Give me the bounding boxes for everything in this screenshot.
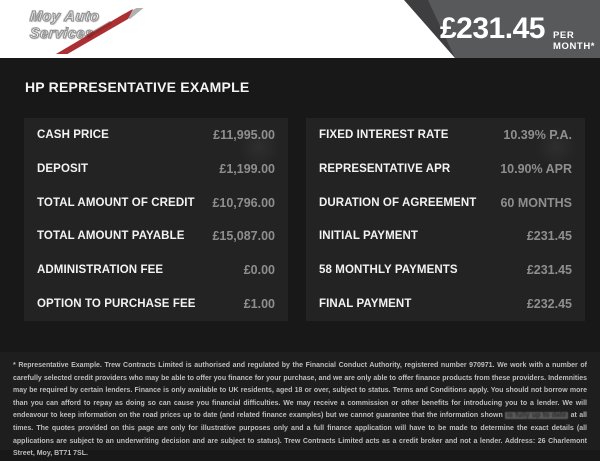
finance-row-interest-rate: FIXED INTEREST RATE 10.39% P.A. (319, 118, 572, 152)
finance-label: FIXED INTEREST RATE (319, 128, 449, 141)
finance-row-duration: DURATION OF AGREEMENT 60 MONTHS (319, 186, 572, 220)
finance-label: TOTAL AMOUNT PAYABLE (37, 230, 185, 243)
finance-value: £1.00 (243, 297, 275, 312)
finance-row-cash-price: CASH PRICE £11,995.00 (37, 118, 275, 152)
finance-row-total-payable: TOTAL AMOUNT PAYABLE £15,087.00 (37, 219, 275, 253)
finance-row-initial-payment: INITIAL PAYMENT £231.45 (319, 219, 572, 253)
legal-text-obscured: is fully up to date (505, 412, 569, 420)
finance-value: £1,199.00 (219, 161, 275, 176)
finance-value: 10.39% P.A. (503, 127, 572, 142)
finance-label: DEPOSIT (37, 162, 89, 175)
dealer-logo: Moy Auto Services (26, 8, 156, 54)
finance-label: ADMINISTRATION FEE (37, 264, 164, 277)
legal-disclaimer-text: * Representative Example. Trew Contracts… (13, 360, 587, 461)
finance-row-apr: REPRESENTATIVE APR 10.90% APR (319, 152, 572, 186)
monthly-price: £231.45 (440, 12, 545, 45)
finance-value: £232.45 (526, 297, 572, 312)
finance-row-total-credit: TOTAL AMOUNT OF CREDIT £10,796.00 (37, 186, 275, 220)
finance-label: OPTION TO PURCHASE FEE (37, 298, 196, 311)
finance-value: £11,995.00 (213, 127, 275, 142)
finance-value: £231.45 (526, 263, 572, 278)
finance-row-monthly-payments: 58 MONTHLY PAYMENTS £231.45 (319, 253, 572, 287)
finance-value: £10,796.00 (212, 195, 275, 210)
finance-label: CASH PRICE (37, 128, 109, 141)
legal-text-before: * Representative Example. Trew Contracts… (13, 362, 587, 420)
finance-panel-left: CASH PRICE £11,995.00 DEPOSIT £1,199.00 … (24, 118, 288, 321)
finance-value: £0.00 (243, 263, 275, 278)
price-banner (428, 0, 600, 58)
page-title: HP REPRESENTATIVE EXAMPLE (25, 79, 250, 95)
finance-value: 10.90% APR (500, 161, 572, 176)
finance-value: £15,087.00 (212, 229, 275, 244)
footer-legal-panel: * Representative Example. Trew Contracts… (0, 352, 600, 457)
logo-red-slash-icon (56, 8, 144, 54)
finance-label: FINAL PAYMENT (319, 298, 412, 311)
finance-row-purchase-fee: OPTION TO PURCHASE FEE £1.00 (37, 287, 275, 321)
finance-value: £231.45 (526, 229, 572, 244)
finance-label: INITIAL PAYMENT (319, 230, 419, 243)
finance-label: REPRESENTATIVE APR (319, 162, 451, 175)
header-bar: Moy Auto Services £231.45 PER MONTH* (0, 0, 600, 58)
finance-row-admin-fee: ADMINISTRATION FEE £0.00 (37, 253, 275, 287)
finance-value: 60 MONTHS (500, 195, 572, 210)
price-banner-text: £231.45 PER MONTH* (440, 0, 600, 58)
per-month-label: PER MONTH* (552, 30, 596, 52)
finance-label: DURATION OF AGREEMENT (319, 196, 477, 209)
finance-label: TOTAL AMOUNT OF CREDIT (37, 196, 195, 209)
finance-row-final-payment: FINAL PAYMENT £232.45 (319, 287, 572, 321)
finance-label: 58 MONTHLY PAYMENTS (319, 264, 458, 277)
finance-panel-right: FIXED INTEREST RATE 10.39% P.A. REPRESEN… (306, 118, 585, 321)
finance-row-deposit: DEPOSIT £1,199.00 (37, 152, 275, 186)
